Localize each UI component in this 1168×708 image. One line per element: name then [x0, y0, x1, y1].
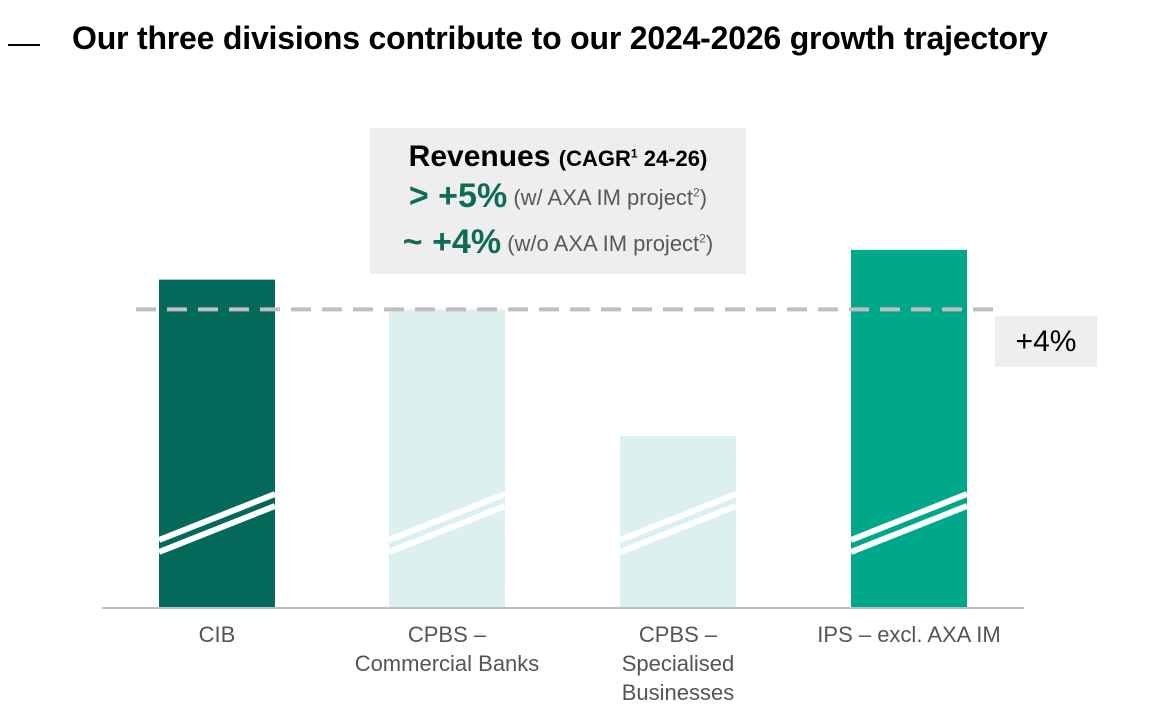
page-title: Our three divisions contribute to our 20…	[72, 20, 1048, 56]
bar-1	[159, 279, 275, 607]
revenues-line-with-axa: > +5% (w/ AXA IM project2)	[370, 174, 746, 220]
axis-break-mark-4-2	[849, 503, 969, 555]
axis-break-mark-1-2	[157, 503, 277, 555]
revenues-with-axa-note: (w/ AXA IM project2)	[513, 185, 708, 210]
bar-3	[620, 435, 736, 607]
revenues-heading: Revenues (CAGR1 24-26)	[370, 140, 746, 174]
revenues-heading-sub: (CAGR1 24-26)	[558, 146, 708, 171]
axis-break-mark-2-1	[387, 491, 507, 543]
category-label-2-line-2: Commercial Banks	[354, 651, 540, 676]
axis-break-mark-4-1	[849, 491, 969, 543]
category-label-4-line-1: IPS – excl. AXA IM	[817, 622, 1001, 647]
category-label-3-line-2: Specialised	[621, 651, 735, 676]
category-label-1: CIB	[117, 620, 317, 649]
revenues-with-axa-value: > +5%	[408, 177, 508, 215]
bar-2	[389, 309, 505, 607]
category-label-2-line-1: CPBS –	[407, 622, 487, 647]
category-label-3-line-3: Businesses	[621, 680, 735, 705]
bar-4	[851, 249, 967, 607]
revenues-heading-text: Revenues	[408, 140, 551, 173]
title-dash	[8, 44, 40, 46]
revenues-box: Revenues (CAGR1 24-26) > +5% (w/ AXA IM …	[370, 128, 746, 274]
revenues-without-axa-note: (w/o AXA IM project2)	[507, 231, 714, 256]
category-label-3-line-1: CPBS –	[638, 622, 718, 647]
axis-break-mark-3-2	[618, 503, 738, 555]
revenues-line-without-axa: ~ +4% (w/o AXA IM project2)	[370, 220, 746, 266]
revenues-without-axa-value: ~ +4%	[402, 223, 502, 261]
reference-line-label: +4%	[995, 316, 1097, 367]
category-label-4: IPS – excl. AXA IM	[809, 620, 1009, 649]
axis-break-mark-3-1	[618, 491, 738, 543]
axis-break-mark-1-1	[157, 491, 277, 543]
axis-break-mark-2-2	[387, 503, 507, 555]
category-label-3: CPBS – Specialised Businesses	[578, 620, 778, 707]
category-label-1-line-1: CIB	[198, 622, 236, 647]
category-label-2: CPBS – Commercial Banks	[347, 620, 547, 678]
